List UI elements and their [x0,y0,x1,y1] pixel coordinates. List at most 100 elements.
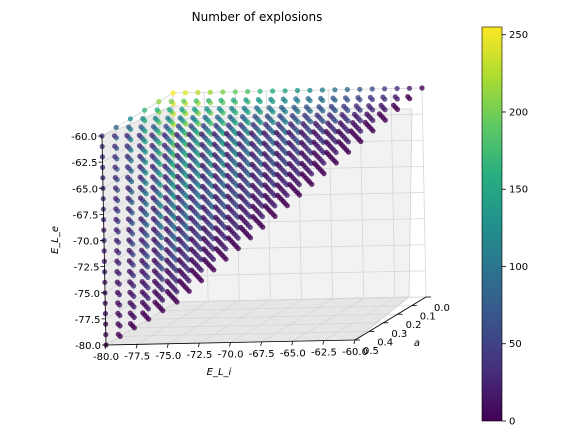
scatter-point [298,129,304,135]
scatter-point [200,194,206,200]
scatter-point [316,104,322,110]
scatter-point [355,95,361,101]
scatter-point [287,171,293,177]
z-tick-label: -75.0 [74,289,100,300]
scatter-point [249,151,255,157]
scatter-point [199,173,205,179]
scatter-point [224,141,230,147]
scatter-point [287,121,294,127]
x-tick-label: -77.5 [124,351,150,362]
x-axis-label: E_L_i [207,367,232,378]
scatter-point [224,183,231,189]
scatter-point [115,321,121,327]
gridline [148,313,398,320]
gridline [292,297,364,342]
scatter-point [113,206,119,212]
scatter-point [286,129,292,135]
scatter-point [181,98,187,104]
colorbar-tick-label: 0 [509,417,515,428]
scatter-point [394,85,400,92]
x-tick [104,344,107,350]
scatter-point [151,236,157,243]
x-tick-label: -70.0 [218,350,244,361]
scatter-point [163,226,169,232]
scatter-point [151,257,157,263]
x-tick-label: -62.5 [311,348,337,359]
scatter-point [188,215,194,221]
scatter-point [248,130,254,136]
scatter-point [186,142,192,148]
gridline [101,92,174,137]
z-tick-label: -72.5 [74,263,100,274]
scatter-point [314,112,320,118]
scatter-point [193,98,199,104]
scatter-point [137,164,143,170]
scatter-point [162,194,168,201]
scatter-point [212,204,219,210]
scatter-point [125,185,131,191]
scatter-point [274,171,280,177]
x-tick [353,339,356,345]
scatter-point [174,142,180,148]
scatter-point [227,114,233,120]
scatter-point [261,130,267,136]
scatter-point [126,268,133,274]
scatter-point [214,114,221,120]
scatter-point [176,267,182,273]
scatter-point [152,278,158,284]
scatter-point [114,279,120,285]
scatter-point [170,90,176,96]
scatter-point [150,216,156,222]
scatter-point [286,161,292,167]
x-tick [260,341,263,346]
colorbar-ticks: 250 200 150 100 50 0 [502,30,528,428]
scatter-point [112,154,118,160]
x-tick [197,343,200,348]
scatter-point [327,112,333,118]
scatter-point [138,226,144,232]
scatter-point [344,86,350,93]
scatter-point [126,124,132,130]
scatter-point [115,310,121,316]
scatter-point [126,258,132,264]
scatter-point [225,235,232,241]
scatter-point [225,122,231,128]
scatter-point [200,123,206,129]
scatter-point [186,152,193,158]
scatter-point [188,257,195,263]
colorbar-tick-label: 100 [509,262,528,273]
scatter-point [114,258,120,264]
scatter-point [212,162,218,168]
scatter-point [154,107,160,113]
scatter-point [137,184,143,191]
gridline [120,331,370,337]
scatter-point [236,141,242,147]
scatter-point [213,225,219,231]
scatter-point [249,140,255,147]
scatter-point [262,172,268,178]
scatter-point [262,182,268,188]
scatter-point [211,141,217,147]
scatter-point [282,88,288,94]
scatter-point [136,132,142,138]
scatter-point [237,203,243,209]
scatter-points [99,85,425,348]
scatter-point [405,94,411,100]
scatter-point [149,142,155,149]
scatter-point [156,99,162,105]
scatter-point [115,300,121,306]
colorbar-tick-label: 250 [509,30,528,41]
scatter-point [311,129,317,135]
scatter-point [392,94,398,100]
scatter-point [353,103,359,109]
scatter-point [187,183,193,190]
chart-title: Number of explosions [192,10,323,24]
scatter-point [364,111,370,117]
scatter-point [298,139,304,146]
scatter-point [307,87,313,93]
scatter-point [200,215,206,221]
scatter-point [274,182,280,188]
colorbar-tick-label: 200 [509,107,528,118]
scatter-point [213,246,219,252]
scatter-point [348,128,354,134]
